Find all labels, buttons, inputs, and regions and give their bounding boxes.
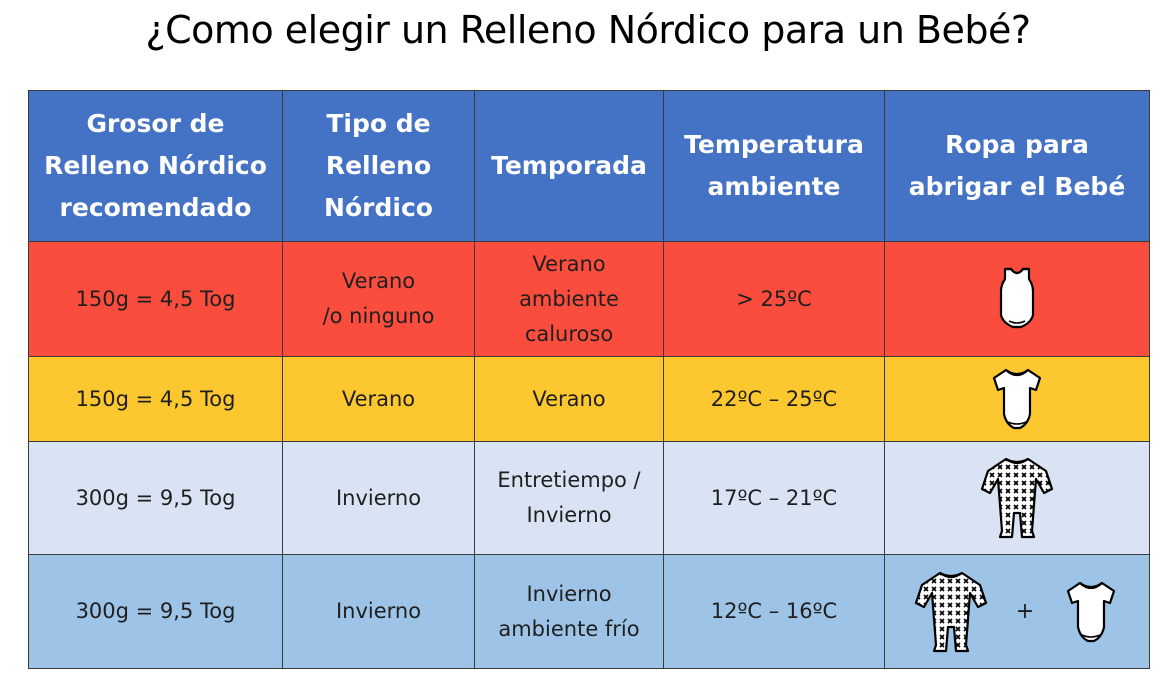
header-ropa: Ropa para abrigar el Bebé xyxy=(884,90,1150,242)
plus-sign: + xyxy=(1015,599,1035,624)
header-temperatura: Temperatura ambiente xyxy=(663,90,885,242)
table-header-row: Grosor de Relleno Nórdico recomendado Ti… xyxy=(28,90,1150,242)
table-row: 300g = 9,5 Tog Invierno Invierno ambient… xyxy=(28,554,1150,669)
cell-temperatura: 12ºC – 16ºC xyxy=(663,554,885,669)
cell-temporada: Verano xyxy=(474,356,664,442)
cell-temporada: Invierno ambiente frío xyxy=(474,554,664,669)
cell-tipo: Verano xyxy=(282,356,475,442)
cell-temperatura: 17ºC – 21ºC xyxy=(663,441,885,555)
cell-grosor: 150g = 4,5 Tog xyxy=(28,356,283,442)
cell-tipo: Invierno xyxy=(282,554,475,669)
cell-grosor: 300g = 9,5 Tog xyxy=(28,441,283,555)
table-row: 150g = 4,5 Tog Verano Verano 22ºC – 25ºC xyxy=(28,356,1150,442)
cell-ropa xyxy=(884,241,1150,357)
patterned-sleepsuit-icon xyxy=(914,571,987,652)
table-row: 150g = 4,5 Tog Verano /o ninguno Verano … xyxy=(28,241,1150,357)
table-row: 300g = 9,5 Tog Invierno Entretiempo / In… xyxy=(28,441,1150,555)
cell-grosor: 300g = 9,5 Tog xyxy=(28,554,283,669)
page-title: ¿Como elegir un Relleno Nórdico para un … xyxy=(145,8,1031,52)
cell-temporada: Verano ambiente caluroso xyxy=(474,241,664,357)
recommendation-table: Grosor de Relleno Nórdico recomendado Ti… xyxy=(28,90,1150,669)
cell-tipo: Invierno xyxy=(282,441,475,555)
cell-temperatura: 22ºC – 25ºC xyxy=(663,356,885,442)
header-tipo: Tipo de Relleno Nórdico xyxy=(282,90,475,242)
cell-temporada: Entretiempo / Invierno xyxy=(474,441,664,555)
cell-grosor: 150g = 4,5 Tog xyxy=(28,241,283,357)
cell-tipo: Verano /o ninguno xyxy=(282,241,475,357)
cell-ropa xyxy=(884,356,1150,442)
cell-ropa xyxy=(884,441,1150,555)
patterned-sleepsuit-icon xyxy=(980,457,1054,539)
header-temporada: Temporada xyxy=(474,90,664,242)
cell-temperatura: > 25ºC xyxy=(663,241,885,357)
short-sleeve-bodysuit-icon xyxy=(992,368,1042,430)
short-sleeve-bodysuit-icon xyxy=(1067,581,1116,642)
sleeveless-bodysuit-icon xyxy=(999,267,1035,329)
header-grosor: Grosor de Relleno Nórdico recomendado xyxy=(28,90,283,242)
cell-ropa: + xyxy=(884,554,1150,669)
